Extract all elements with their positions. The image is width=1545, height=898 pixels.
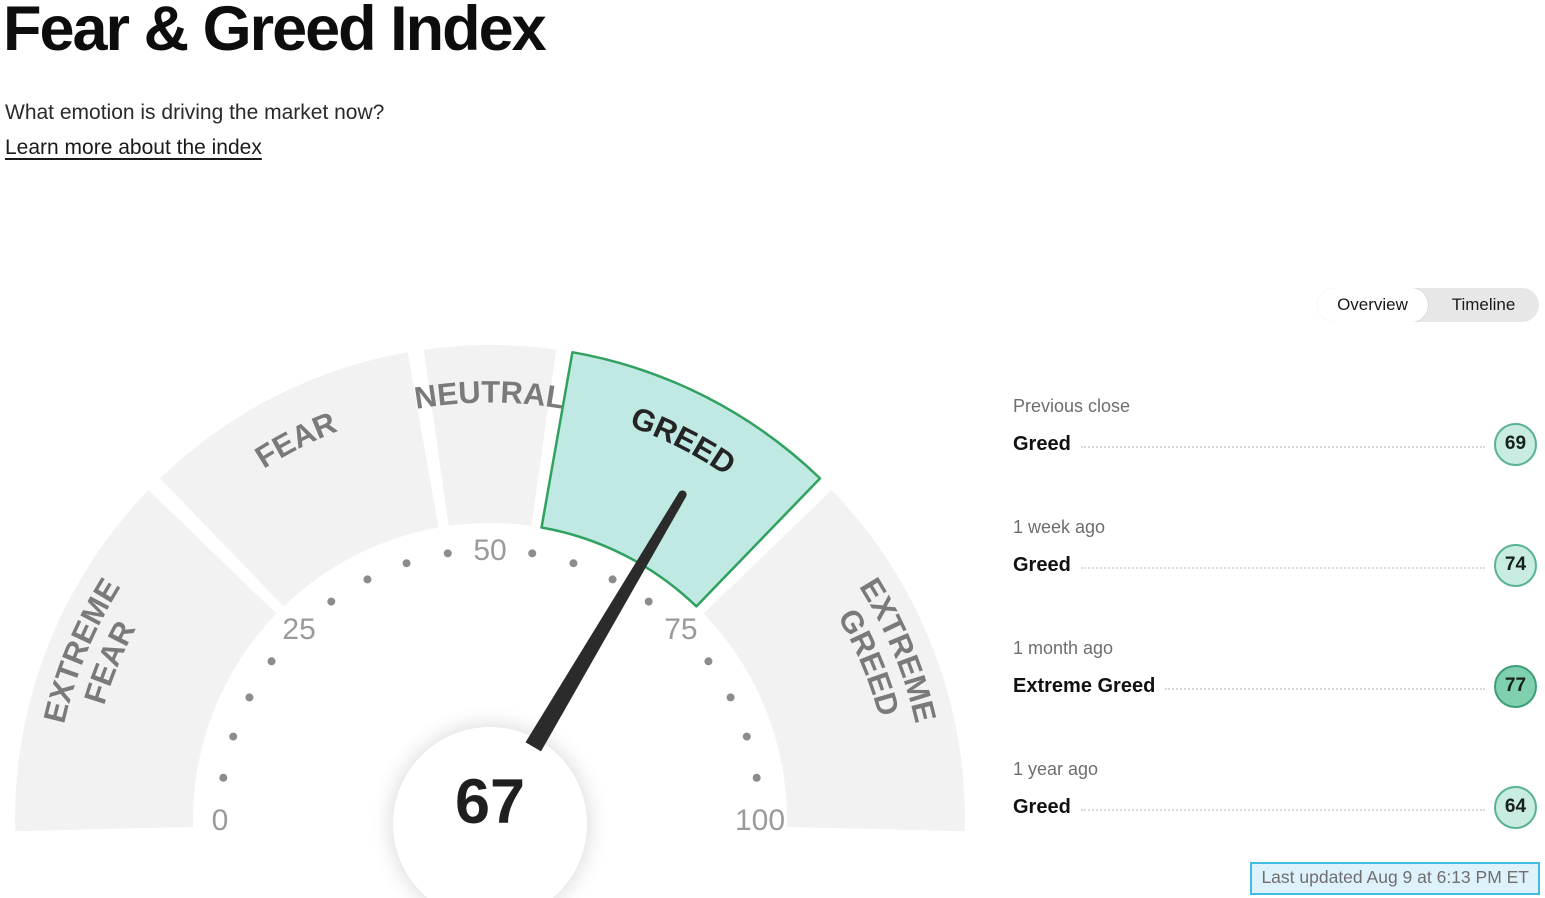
- page-title: Fear & Greed Index: [3, 0, 547, 64]
- gauge-tick-label: 25: [282, 613, 315, 646]
- gauge-tick-dot: [726, 693, 735, 702]
- history-rating: Extreme Greed: [1013, 674, 1156, 697]
- history-period: 1 year ago: [1013, 759, 1099, 779]
- history-period: Previous close: [1013, 396, 1131, 416]
- gauge-tick-dot: [267, 657, 276, 666]
- history-period: 1 month ago: [1013, 638, 1114, 658]
- history-panel: Previous close Greed 69 1 week ago Greed…: [1013, 395, 1537, 879]
- gauge-segment-fear: [159, 352, 439, 607]
- gauge-tick-label: 75: [664, 613, 697, 646]
- gauge-tick-dot: [327, 597, 336, 606]
- history-row: 1 year ago Greed 64: [1013, 758, 1537, 879]
- history-row: 1 month ago Extreme Greed 77: [1013, 637, 1537, 758]
- gauge-tick-label: 50: [473, 534, 506, 567]
- history-rating: Greed: [1013, 553, 1071, 576]
- history-period: 1 week ago: [1013, 517, 1106, 537]
- fear-greed-gauge: EXTREMEFEARFEARNEUTRALGREEDEXTREMEGREED0…: [14, 345, 965, 898]
- dotted-leader: [1080, 809, 1485, 811]
- gauge-tick-dot: [704, 657, 713, 666]
- gauge-tick-label: 0: [212, 804, 229, 837]
- gauge-tick-dot: [443, 549, 452, 558]
- last-updated-badge: Last updated Aug 9 at 6:13 PM ET: [1250, 862, 1540, 895]
- gauge-tick-dot: [752, 773, 761, 782]
- gauge-segment-neutral: [423, 345, 557, 526]
- dotted-leader: [1080, 446, 1485, 448]
- gauge-tick-dot: [219, 773, 228, 782]
- history-value-badge: 77: [1494, 664, 1537, 708]
- history-value-badge: 64: [1494, 785, 1537, 829]
- gauge-tick-dot: [245, 693, 254, 702]
- gauge-center-circle: [393, 727, 587, 898]
- history-row: 1 week ago Greed 74: [1013, 516, 1537, 637]
- tab-timeline[interactable]: Timeline: [1428, 288, 1539, 322]
- gauge-ticks: 0 25 50 75 100: [212, 534, 785, 837]
- gauge-tick-dot: [528, 549, 537, 558]
- history-rating: Greed: [1013, 432, 1071, 455]
- gauge-value-text: 67: [455, 767, 525, 837]
- gauge-tick-dot: [608, 575, 617, 584]
- page-subtitle: What emotion is driving the market now?: [5, 101, 385, 124]
- learn-more-link[interactable]: Learn more about the index: [5, 136, 262, 159]
- history-rating: Greed: [1013, 795, 1071, 818]
- gauge-tick-dot: [363, 575, 372, 584]
- gauge-needle-tip: [678, 490, 687, 499]
- gauge-tick-dot: [402, 559, 411, 568]
- gauge-tick-dot: [229, 732, 238, 741]
- dotted-leader: [1165, 688, 1485, 690]
- gauge-tick-dot: [644, 597, 653, 606]
- gauge-segment-label: NEUTRAL: [412, 374, 568, 415]
- dotted-leader: [1080, 567, 1485, 569]
- gauge-segment-extreme-greed: [703, 489, 965, 832]
- gauge-segment-extreme-fear: [14, 489, 277, 832]
- gauge-tick-dot: [742, 732, 751, 741]
- view-toggle: Overview Timeline: [1317, 288, 1539, 322]
- history-value-badge: 74: [1494, 543, 1537, 587]
- history-value-badge: 69: [1494, 422, 1537, 466]
- gauge-tick-dot: [569, 559, 578, 568]
- tab-overview[interactable]: Overview: [1317, 288, 1428, 322]
- gauge-tick-label: 100: [735, 804, 785, 837]
- gauge-needle: [525, 492, 687, 752]
- history-row: Previous close Greed 69: [1013, 395, 1537, 516]
- gauge-segment-greed: [540, 350, 822, 608]
